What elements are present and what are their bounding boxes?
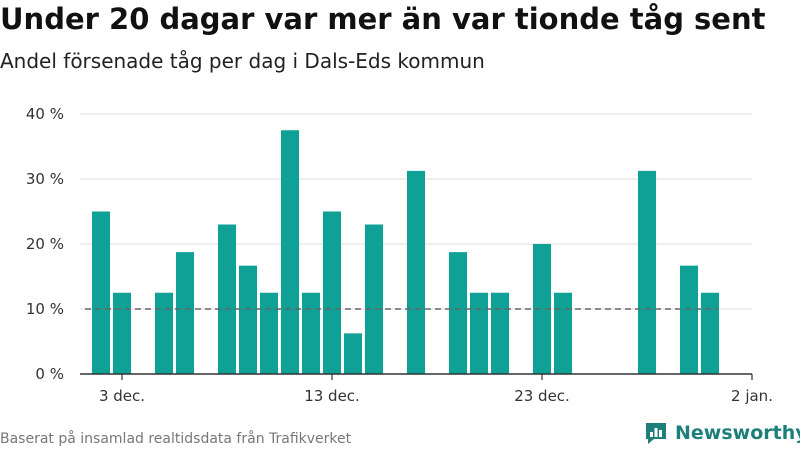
x-tick-label: 13 dec. xyxy=(304,387,360,405)
bar xyxy=(217,224,237,374)
brand-name: Newsworthy xyxy=(675,422,800,444)
bar xyxy=(259,292,279,374)
bar xyxy=(91,211,111,374)
y-tick-label: 30 % xyxy=(26,170,64,188)
bars xyxy=(91,130,720,374)
bar xyxy=(280,130,300,374)
bar xyxy=(154,292,174,374)
brand-logo: Newsworthy xyxy=(643,420,800,446)
x-axis: 3 dec. 13 dec. 23 dec. 2 jan. xyxy=(80,373,773,405)
bar xyxy=(469,292,489,374)
x-tick-label: 23 dec. xyxy=(514,387,570,405)
y-axis-ticks: 0 % 10 % 20 % 30 % 40 % xyxy=(26,105,64,383)
bar xyxy=(343,333,363,374)
bar xyxy=(112,292,132,374)
bar xyxy=(637,170,657,374)
bar xyxy=(364,224,384,374)
bar xyxy=(448,252,468,374)
chart-title: Under 20 dagar var mer än var tionde tåg… xyxy=(0,2,766,36)
y-tick-label: 20 % xyxy=(26,235,64,253)
source-note: Baserat på insamlad realtidsdata från Tr… xyxy=(0,431,352,447)
chart-subtitle: Andel försenade tåg per dag i Dals-Eds k… xyxy=(0,49,485,73)
y-tick-label: 0 % xyxy=(35,365,64,383)
bar xyxy=(700,292,720,374)
x-tick-label: 3 dec. xyxy=(99,387,145,405)
bar xyxy=(679,265,699,374)
bar xyxy=(553,292,573,374)
x-tick-label: 2 jan. xyxy=(731,387,773,405)
y-tick-label: 10 % xyxy=(26,300,64,318)
bar xyxy=(406,170,426,374)
bar xyxy=(175,252,195,374)
bar-chart: 0 % 10 % 20 % 30 % 40 % 3 dec. 13 dec. 23 dec.… xyxy=(26,105,773,405)
bar xyxy=(238,265,258,374)
bar xyxy=(301,292,321,374)
bar xyxy=(322,211,342,374)
bar xyxy=(490,292,510,374)
bar xyxy=(532,244,552,374)
y-tick-label: 40 % xyxy=(26,105,64,123)
newsworthy-icon xyxy=(646,423,666,444)
